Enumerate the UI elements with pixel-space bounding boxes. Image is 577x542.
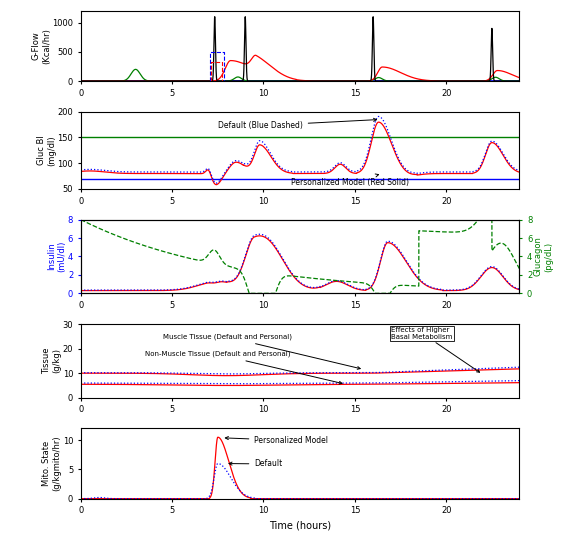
Text: Non-Muscle Tissue (Default and Personal): Non-Muscle Tissue (Default and Personal) (145, 351, 342, 384)
Y-axis label: Insulin
(mU/dl): Insulin (mU/dl) (47, 241, 66, 272)
Text: Personalized Model (Red Solid): Personalized Model (Red Solid) (291, 174, 409, 188)
Text: Default: Default (229, 460, 283, 468)
Y-axis label: Gluc Bl
(mg/dl): Gluc Bl (mg/dl) (36, 135, 56, 166)
Y-axis label: Tissue
(g/kg): Tissue (g/kg) (42, 347, 61, 374)
Text: Default (Blue Dashed): Default (Blue Dashed) (218, 118, 377, 130)
X-axis label: Time (hours): Time (hours) (269, 521, 331, 531)
Text: Muscle Tissue (Default and Personal): Muscle Tissue (Default and Personal) (163, 334, 360, 369)
Y-axis label: Glucagon
(pg/dL): Glucagon (pg/dL) (534, 236, 553, 276)
Text: Effects of Higher
Basal Metabolism: Effects of Higher Basal Metabolism (391, 327, 479, 372)
Text: Personalized Model: Personalized Model (226, 436, 328, 445)
Y-axis label: Mito. State
(g/kgmito/hr): Mito. State (g/kgmito/hr) (42, 436, 61, 492)
Y-axis label: G-Flow
(Kcal/hr): G-Flow (Kcal/hr) (31, 28, 51, 64)
